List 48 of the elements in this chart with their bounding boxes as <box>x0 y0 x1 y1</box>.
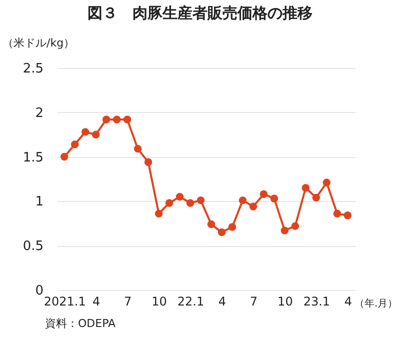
point <box>70 140 79 148</box>
y-axis-title: （米ドル/kg） <box>2 36 75 50</box>
x-tick-label: 22.1 <box>177 294 204 308</box>
x-tick-label: 7 <box>124 294 132 308</box>
point <box>218 228 226 236</box>
x-tick-label: 4 <box>218 294 226 308</box>
point <box>144 158 152 166</box>
y-tick-label: 0.5 <box>22 239 44 254</box>
y-tick-label: 1.5 <box>22 150 44 166</box>
point <box>302 184 310 192</box>
point <box>312 194 320 202</box>
chart-title: 図３ 肉豚生産者販売価格の推移 <box>88 4 312 22</box>
x-tick-label: 4 <box>344 294 352 308</box>
x-tick-label: 2021.1 <box>44 294 86 308</box>
point <box>238 196 247 204</box>
point <box>154 210 163 218</box>
point <box>186 199 194 207</box>
point <box>280 226 289 234</box>
x-tick-label: 7 <box>250 294 258 308</box>
point <box>291 222 300 230</box>
x-tick-label: 23.1 <box>303 294 330 308</box>
point <box>123 116 132 124</box>
x-axis-title: （年.月） <box>354 298 398 310</box>
y-tick-label: 2.5 <box>22 62 44 76</box>
x-tick-label: 10 <box>278 294 293 308</box>
y-tick-label: 0 <box>35 284 44 298</box>
point <box>344 212 352 220</box>
point <box>207 220 216 228</box>
point <box>60 152 68 161</box>
text: 資料：ODEPA <box>45 317 116 330</box>
point <box>134 144 142 153</box>
x-tick-label: 10 <box>152 294 167 308</box>
point <box>196 196 205 204</box>
point <box>260 190 268 198</box>
point <box>92 130 100 138</box>
x-tick-label: 4 <box>92 294 100 308</box>
point <box>322 178 331 186</box>
point <box>228 223 236 231</box>
point <box>165 199 174 207</box>
point <box>102 116 110 124</box>
point <box>270 194 278 202</box>
point <box>333 210 342 218</box>
point <box>249 202 258 210</box>
point <box>81 128 90 136</box>
y-tick-label: 1 <box>35 194 44 210</box>
point <box>176 192 184 201</box>
y-tick-label: 2 <box>35 106 44 121</box>
point <box>112 116 121 124</box>
